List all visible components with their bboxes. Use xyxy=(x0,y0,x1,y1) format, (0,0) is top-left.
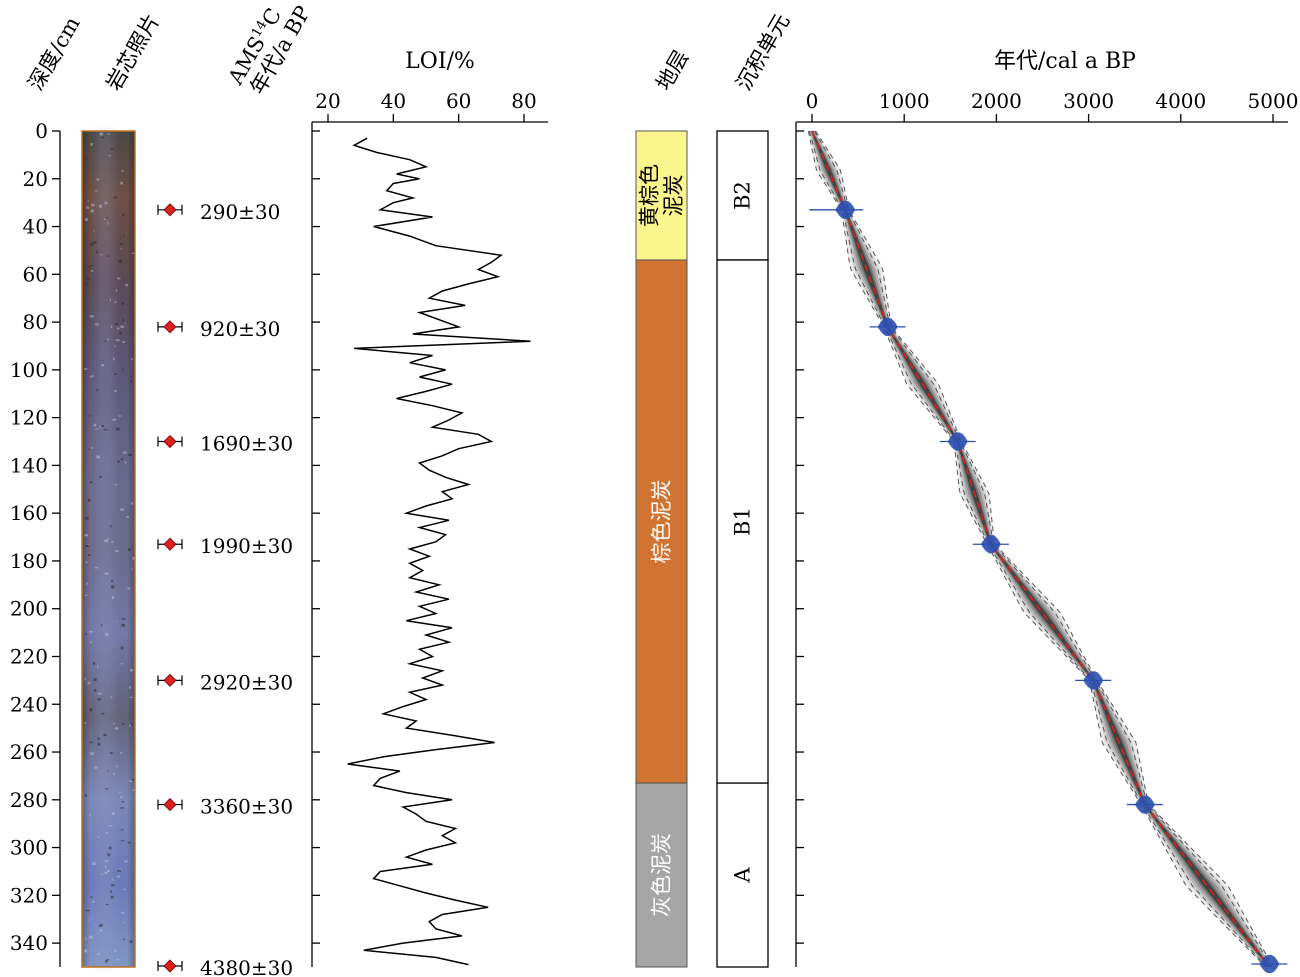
age-tick-label-4000: 4000 xyxy=(1155,89,1206,113)
core-photo-title: 岩芯照片 xyxy=(102,10,165,95)
calibrated-date-6 xyxy=(1126,795,1163,814)
age-model-title: 年代/cal a BP xyxy=(994,49,1136,74)
age-model-bound-0 xyxy=(815,130,1274,968)
stratum-label-0-1: 泥炭 xyxy=(662,174,686,216)
ams-date-marker-6 xyxy=(163,959,177,973)
depth-tick-label-0: 0 xyxy=(35,119,48,143)
depth-tick-label-320: 320 xyxy=(10,883,48,907)
depth-tick-label-100: 100 xyxy=(10,358,48,382)
ams-date-label-0: 290±30 xyxy=(200,200,280,224)
calibrated-date-2 xyxy=(869,317,906,336)
units-column: B2 B1 A xyxy=(716,130,769,968)
stratum-label-1-0: 棕色泥炭 xyxy=(650,480,674,564)
depth-tick-label-220: 220 xyxy=(10,644,48,668)
ams-date-marker-4 xyxy=(163,673,177,687)
stratum-label-0-0: 黄棕色 xyxy=(638,164,662,227)
ams-title-sup: 14 xyxy=(249,18,270,40)
age-model-bound-2 xyxy=(814,130,1273,968)
stratum-band-2 xyxy=(635,782,688,968)
loi-tick-label-60: 60 xyxy=(446,89,471,113)
unit-band-1 xyxy=(716,259,769,784)
depth-tick-label-260: 260 xyxy=(10,740,48,764)
depth-tick-label-160: 160 xyxy=(10,501,48,525)
unit-label-0: B2 xyxy=(731,181,755,210)
ams-date-label-4: 2920±30 xyxy=(200,670,293,694)
age-tick-label-3000: 3000 xyxy=(1063,89,1114,113)
depth-tick-label-120: 120 xyxy=(10,406,48,430)
stratum-1: 棕色泥炭 xyxy=(635,259,688,784)
age-model-bound-1 xyxy=(807,130,1266,968)
units-title: 沉积单元 xyxy=(732,10,795,95)
loi-tick-label-80: 80 xyxy=(511,89,536,113)
ams-date-0: 290±30 xyxy=(157,200,280,224)
ams-date-3: 1990±30 xyxy=(157,534,293,558)
ams-date-label-1: 920±30 xyxy=(200,317,280,341)
unit-0: B2 xyxy=(716,130,769,261)
depth-tick-label-200: 200 xyxy=(10,597,48,621)
ams-dates: 290±30 920±30 1690±30 1990±30 2920±30 3360±30… xyxy=(157,200,293,977)
depth-axis: 0 20 40 60 80 100 120 140 160 180 200 220 240 260 280 3… xyxy=(10,119,61,967)
stratum-band-0 xyxy=(635,130,688,261)
age-model-median xyxy=(811,130,1270,968)
unit-label-1: B1 xyxy=(731,507,755,536)
ams-date-label-5: 3360±30 xyxy=(200,795,293,819)
calibrated-date-7 xyxy=(1251,954,1288,974)
loi-series-line xyxy=(347,137,531,966)
age-model-plot: 0 1000 2000 3000 4000 5000 xyxy=(795,89,1299,974)
ams-date-6: 4380±30 xyxy=(157,956,293,977)
depth-tick-label-280: 280 xyxy=(10,788,48,812)
ams-date-label-2: 1690±30 xyxy=(200,432,293,456)
depth-tick-label-80: 80 xyxy=(23,310,48,334)
unit-band-2 xyxy=(716,782,769,968)
loi-plot: 20 40 60 80 xyxy=(311,89,548,967)
ams-date-4: 2920±30 xyxy=(157,670,293,694)
age-model-envelope xyxy=(808,131,1273,967)
depth-tick-label-60: 60 xyxy=(23,262,48,286)
core-photo xyxy=(81,130,136,968)
stratum-2: 灰色泥炭 xyxy=(635,782,688,968)
ams-date-marker-2 xyxy=(163,434,177,449)
loi-title: LOI/% xyxy=(405,49,475,74)
unit-2: A xyxy=(716,782,769,968)
unit-band-0 xyxy=(716,130,769,261)
ams-dates-title: AMS14C 年代/a BP xyxy=(223,2,315,99)
ams-date-marker-0 xyxy=(163,203,177,217)
depth-axis-title: 深度/cm xyxy=(24,12,85,94)
strata-title: 地层 xyxy=(652,46,694,94)
loi-tick-label-20: 20 xyxy=(315,89,340,113)
ams-date-2: 1690±30 xyxy=(157,432,293,456)
calibrated-date-3 xyxy=(939,432,976,451)
calibrated-date-4 xyxy=(972,535,1009,554)
unit-label-2: A xyxy=(731,867,755,884)
calibrated-date-5 xyxy=(1075,671,1112,690)
ams-date-label-6: 4380±30 xyxy=(200,956,293,977)
depth-tick-label-240: 240 xyxy=(10,692,48,716)
depth-tick-label-140: 140 xyxy=(10,453,48,477)
stratum-label-2-0: 灰色泥炭 xyxy=(650,833,674,917)
ams-date-5: 3360±30 xyxy=(157,795,293,819)
depth-tick-label-40: 40 xyxy=(23,215,48,239)
age-tick-label-0: 0 xyxy=(806,89,819,113)
ams-date-marker-3 xyxy=(163,537,177,551)
ams-date-label-3: 1990±30 xyxy=(200,534,293,558)
unit-1: B1 xyxy=(716,259,769,784)
age-tick-label-2000: 2000 xyxy=(971,89,1022,113)
loi-tick-label-40: 40 xyxy=(381,89,406,113)
age-tick-label-1000: 1000 xyxy=(879,89,930,113)
depth-tick-label-340: 340 xyxy=(10,931,48,955)
depth-tick-label-300: 300 xyxy=(10,836,48,860)
calibrated-date-1 xyxy=(809,200,864,219)
age-tick-label-5000: 5000 xyxy=(1248,89,1299,113)
ams-date-marker-1 xyxy=(163,320,177,334)
stratum-0: 黄棕色 泥炭 xyxy=(635,130,688,261)
depth-tick-label-180: 180 xyxy=(10,549,48,573)
age-model-bound-3 xyxy=(808,130,1268,968)
ams-date-marker-5 xyxy=(163,798,177,812)
depth-tick-label-20: 20 xyxy=(23,167,48,191)
ams-date-1: 920±30 xyxy=(157,317,280,341)
